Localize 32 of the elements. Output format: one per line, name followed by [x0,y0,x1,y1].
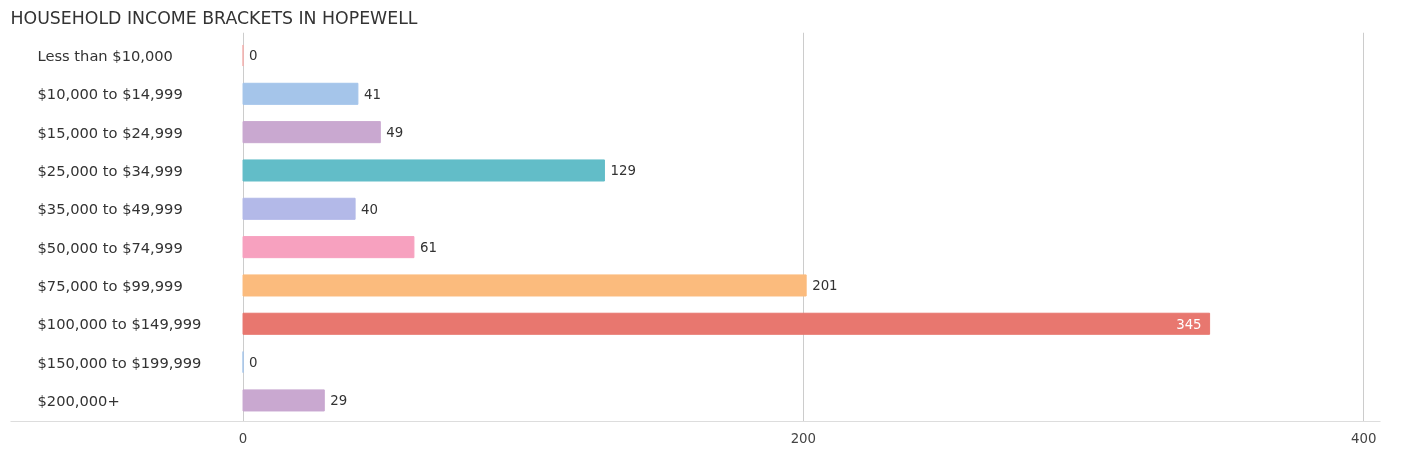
data-label: 61 [419,240,437,256]
y-tick-label: $10,000 to $14,999 [37,85,183,103]
data-label: 40 [361,201,379,217]
data-label: 49 [386,125,404,141]
y-tick-label: $50,000 to $74,999 [37,238,183,256]
x-tick-label: 0 [238,430,248,446]
chart-title: HOUSEHOLD INCOME BRACKETS IN HOPEWELL [10,7,418,28]
x-tick-label: 200 [790,430,817,446]
data-label: 129 [610,163,636,179]
bar [242,312,1211,335]
bar [242,82,359,105]
bar [242,159,605,182]
y-tick-label: $75,000 to $99,999 [37,276,183,294]
y-tick-label: Less than $10,000 [37,47,173,64]
bar [242,236,415,259]
y-tick-label: $200,000+ [37,391,120,409]
data-label: 345 [1176,316,1202,332]
y-tick-label: $15,000 to $24,999 [37,123,183,141]
data-label: 41 [363,86,381,102]
y-tick-label: $100,000 to $149,999 [37,315,202,333]
data-label: 0 [249,355,258,371]
bar [242,274,807,297]
data-label: 29 [330,393,348,409]
y-tick-label: $25,000 to $34,999 [37,161,183,179]
bar [242,389,325,412]
bar [242,121,381,144]
data-label: 201 [812,278,838,294]
y-tick-label: $150,000 to $199,999 [37,353,202,371]
y-tick-label: $35,000 to $49,999 [37,200,183,218]
bar [242,197,356,220]
x-tick-label: 400 [1350,430,1377,446]
data-label: 0 [249,48,258,64]
